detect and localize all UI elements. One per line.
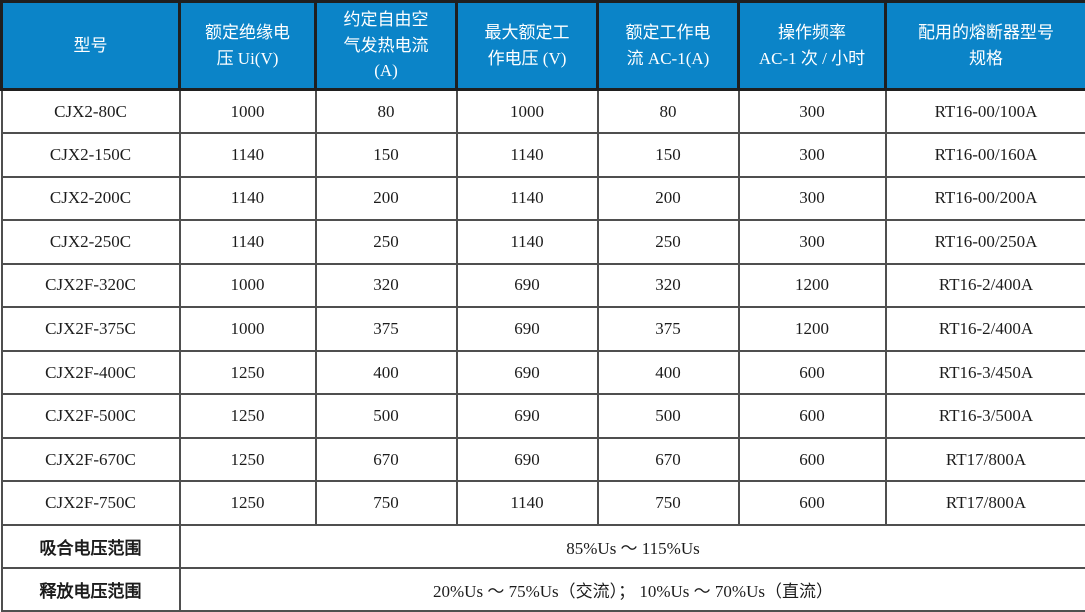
- table-row: CJX2F-750C 1250 750 1140 750 600 RT17/800A: [0, 480, 1085, 526]
- value-cell: 1140: [178, 175, 317, 222]
- value-cell: 150: [314, 132, 458, 178]
- value-cell: 600: [737, 393, 887, 439]
- value-cell: 750: [314, 480, 458, 526]
- table-row: CJX2-200C 1140 200 1140 200 300 RT16-00/200A: [0, 175, 1085, 222]
- value-cell: RT16-3/450A: [884, 349, 1085, 396]
- model-cell: CJX2F-320C: [0, 262, 181, 309]
- column-header-4: 额定工作电 流 AC-1(A): [596, 0, 740, 91]
- value-cell: 600: [737, 436, 887, 483]
- value-cell: 150: [596, 132, 740, 178]
- table-row: CJX2-150C 1140 150 1140 150 300 RT16-00/160A: [0, 132, 1085, 178]
- value-cell: 600: [737, 349, 887, 396]
- value-cell: 690: [455, 306, 599, 352]
- column-header-6: 配用的熔断器型号 规格: [884, 0, 1085, 91]
- table-row: CJX2F-375C 1000 375 690 375 1200 RT16-2/400A: [0, 306, 1085, 352]
- column-header-1: 额定绝缘电 压 Ui(V): [178, 0, 317, 91]
- column-header-5: 操作频率 AC-1 次 / 小时: [737, 0, 887, 91]
- value-cell: 1000: [455, 88, 599, 135]
- model-cell: CJX2-150C: [0, 132, 181, 178]
- value-cell: 500: [596, 393, 740, 439]
- value-cell: 80: [314, 88, 458, 135]
- value-cell: 1200: [737, 306, 887, 352]
- value-cell: 690: [455, 436, 599, 483]
- value-cell: 320: [596, 262, 740, 309]
- model-cell: CJX2-80C: [0, 88, 181, 135]
- value-cell: RT16-00/160A: [884, 132, 1085, 178]
- value-cell: 1140: [455, 132, 599, 178]
- value-cell: 300: [737, 219, 887, 265]
- table-body: CJX2-80C 1000 80 1000 80 300 RT16-00/100A CJX2-…: [0, 88, 1085, 526]
- value-cell: 1000: [178, 88, 317, 135]
- value-cell: 375: [596, 306, 740, 352]
- table-row: CJX2F-320C 1000 320 690 320 1200 RT16-2/400A: [0, 262, 1085, 309]
- table-row: CJX2-80C 1000 80 1000 80 300 RT16-00/100A: [0, 88, 1085, 135]
- value-cell: RT17/800A: [884, 436, 1085, 483]
- value-cell: 80: [596, 88, 740, 135]
- value-cell: 375: [314, 306, 458, 352]
- table-row: CJX2F-400C 1250 400 690 400 600 RT16-3/450A: [0, 349, 1085, 396]
- table-row: CJX2F-670C 1250 670 690 670 600 RT17/800A: [0, 436, 1085, 483]
- value-cell: 300: [737, 132, 887, 178]
- value-cell: RT16-3/500A: [884, 393, 1085, 439]
- value-cell: 300: [737, 175, 887, 222]
- value-cell: RT16-00/250A: [884, 219, 1085, 265]
- footer-label-cell: 吸合电压范围: [0, 524, 181, 569]
- value-cell: 670: [596, 436, 740, 483]
- value-cell: 1140: [455, 480, 599, 526]
- value-cell: 1200: [737, 262, 887, 309]
- value-cell: 400: [596, 349, 740, 396]
- value-cell: RT16-2/400A: [884, 262, 1085, 309]
- model-cell: CJX2F-400C: [0, 349, 181, 396]
- model-cell: CJX2F-500C: [0, 393, 181, 439]
- value-cell: RT16-2/400A: [884, 306, 1085, 352]
- value-cell: 1140: [455, 219, 599, 265]
- value-cell: 200: [314, 175, 458, 222]
- model-cell: CJX2F-750C: [0, 480, 181, 526]
- value-cell: RT16-00/200A: [884, 175, 1085, 222]
- value-cell: 300: [737, 88, 887, 135]
- value-cell: 1140: [178, 132, 317, 178]
- model-cell: CJX2F-375C: [0, 306, 181, 352]
- footer-row: 吸合电压范围 85%Us ～ 115%Us: [0, 524, 1085, 569]
- value-cell: 690: [455, 349, 599, 396]
- table-row: CJX2-250C 1140 250 1140 250 300 RT16-00/250A: [0, 219, 1085, 265]
- value-cell: 600: [737, 480, 887, 526]
- value-cell: 670: [314, 436, 458, 483]
- value-cell: 250: [314, 219, 458, 265]
- value-cell: 1000: [178, 262, 317, 309]
- table-row: CJX2F-500C 1250 500 690 500 600 RT16-3/500A: [0, 393, 1085, 439]
- value-cell: 250: [596, 219, 740, 265]
- value-cell: 400: [314, 349, 458, 396]
- value-cell: 1250: [178, 349, 317, 396]
- footer-label-cell: 释放电压范围: [0, 567, 181, 612]
- value-cell: 1250: [178, 436, 317, 483]
- footer-value-cell: 20%Us ～ 75%Us（交流）； 10%Us ～ 70%Us（直流）: [178, 567, 1085, 612]
- column-header-3: 最大额定工 作电压 (V): [455, 0, 599, 91]
- value-cell: 500: [314, 393, 458, 439]
- model-cell: CJX2-250C: [0, 219, 181, 265]
- value-cell: 690: [455, 393, 599, 439]
- value-cell: RT17/800A: [884, 480, 1085, 526]
- value-cell: 1250: [178, 393, 317, 439]
- footer-value-cell: 85%Us ～ 115%Us: [178, 524, 1085, 569]
- value-cell: 1140: [178, 219, 317, 265]
- table-header: 型号 额定绝缘电 压 Ui(V) 约定自由空 气发热电流 (A) 最大额定工 作电压 …: [0, 0, 1085, 91]
- value-cell: 200: [596, 175, 740, 222]
- value-cell: 750: [596, 480, 740, 526]
- column-header-2: 约定自由空 气发热电流 (A): [314, 0, 458, 91]
- model-cell: CJX2F-670C: [0, 436, 181, 483]
- table-footer: 吸合电压范围 85%Us ～ 115%Us 释放电压范围 20%Us ～ 75%Us（…: [0, 524, 1085, 612]
- value-cell: 320: [314, 262, 458, 309]
- value-cell: 1250: [178, 480, 317, 526]
- model-cell: CJX2-200C: [0, 175, 181, 222]
- header-row: 型号 额定绝缘电 压 Ui(V) 约定自由空 气发热电流 (A) 最大额定工 作电压 …: [0, 0, 1085, 91]
- value-cell: 1140: [455, 175, 599, 222]
- value-cell: 690: [455, 262, 599, 309]
- value-cell: 1000: [178, 306, 317, 352]
- footer-row: 释放电压范围 20%Us ～ 75%Us（交流）； 10%Us ～ 70%Us（直…: [0, 567, 1085, 612]
- value-cell: RT16-00/100A: [884, 88, 1085, 135]
- column-header-0: 型号: [0, 0, 181, 91]
